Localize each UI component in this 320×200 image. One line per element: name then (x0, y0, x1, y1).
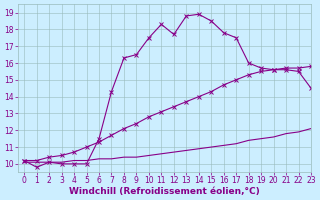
X-axis label: Windchill (Refroidissement éolien,°C): Windchill (Refroidissement éolien,°C) (69, 187, 260, 196)
